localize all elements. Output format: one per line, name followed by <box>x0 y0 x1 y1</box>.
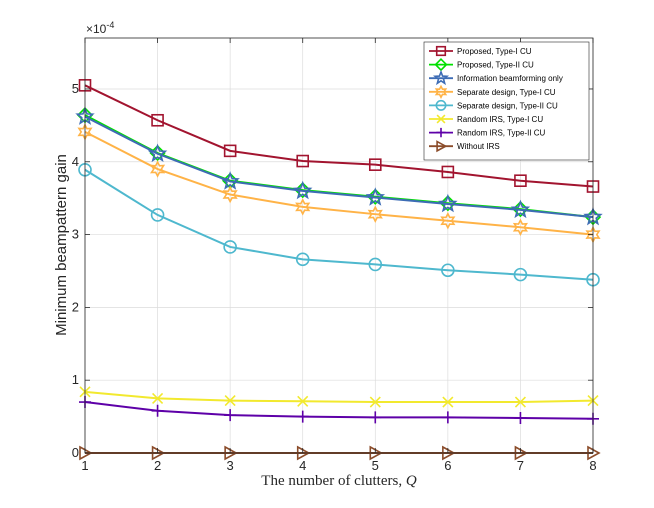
x-tick-label: 4 <box>299 458 306 473</box>
x-tick-label: 6 <box>444 458 451 473</box>
legend-marker <box>436 140 448 153</box>
data-point <box>368 257 383 272</box>
data-point <box>151 113 164 127</box>
legend-marker <box>436 114 446 124</box>
y-exponent: ×10-4 <box>86 20 114 36</box>
x-tick-label: 7 <box>517 458 524 473</box>
series-4 <box>77 123 601 244</box>
data-point <box>512 218 529 237</box>
data-point <box>149 160 166 178</box>
series-1 <box>78 79 600 193</box>
x-axis-label-symbol: Q <box>406 473 417 489</box>
data-point <box>296 154 310 168</box>
data-point <box>510 199 531 219</box>
data-point <box>367 205 383 223</box>
data-point <box>150 208 165 222</box>
legend: Proposed, Type-I CU Proposed, Type-II CU I… <box>423 41 590 161</box>
y-tick-label: 3 <box>72 227 79 242</box>
data-point <box>514 412 527 425</box>
data-point <box>369 396 381 408</box>
y-tick-label: 2 <box>72 299 79 314</box>
data-point <box>224 395 236 407</box>
data-point <box>369 411 382 424</box>
data-point <box>513 267 528 282</box>
x-tick-label: 8 <box>589 458 596 473</box>
y-tick-label: 5 <box>72 81 79 96</box>
data-point <box>223 144 237 158</box>
data-point <box>442 396 454 408</box>
legend-marker <box>435 45 447 57</box>
series-6 <box>79 386 599 408</box>
data-point <box>223 240 237 254</box>
data-point <box>152 392 164 404</box>
data-point <box>297 395 309 407</box>
plot-frame <box>84 37 594 454</box>
series-5 <box>78 162 600 287</box>
x-tick-label: 1 <box>81 458 88 473</box>
legend-marker <box>434 84 448 100</box>
legend-entry: Without IRS <box>429 140 500 153</box>
series-3 <box>75 106 603 226</box>
legend-label: Proposed, Type-II CU <box>457 61 534 70</box>
legend-entry: Separate design, Type-I CU <box>429 84 556 100</box>
y-axis-label: Minimum beampattern gain <box>53 154 70 336</box>
series-line <box>84 401 594 420</box>
legend-marker <box>435 99 447 111</box>
data-point <box>296 410 309 423</box>
legend-label: Random IRS, Type-I CU <box>457 115 543 124</box>
data-point <box>222 185 238 204</box>
legend-box <box>423 41 590 161</box>
data-point <box>368 158 382 171</box>
x-tick-label: 2 <box>154 458 161 473</box>
series-line <box>84 131 594 236</box>
legend-marker <box>436 127 446 138</box>
data-point <box>440 211 456 230</box>
x-tick-label: 5 <box>372 458 379 473</box>
legend-entry: Random IRS, Type-II CU <box>429 127 546 138</box>
data-point <box>295 252 310 267</box>
legend-entry: Information beamforming only <box>429 69 563 86</box>
y-tick-label: 0 <box>72 445 79 460</box>
data-point <box>441 165 455 179</box>
legend-entry: Random IRS, Type-I CU <box>429 114 543 124</box>
data-point <box>224 409 237 422</box>
legend-label: Separate design, Type-II CU <box>457 101 558 110</box>
legend-entry: Separate design, Type-II CU <box>429 99 558 111</box>
legend-label: Information beamforming only <box>457 74 563 83</box>
data-point <box>441 263 455 278</box>
series-line <box>84 115 594 219</box>
data-point <box>79 445 93 461</box>
data-point <box>295 198 311 216</box>
legend-label: Proposed, Type-I CU <box>457 47 532 56</box>
series-layer <box>75 79 603 461</box>
data-point <box>151 404 164 417</box>
y-tick-label: 4 <box>72 154 79 169</box>
data-point <box>438 193 458 213</box>
data-point <box>514 174 527 188</box>
series-line <box>84 168 594 281</box>
data-point <box>441 411 454 424</box>
data-point <box>514 396 526 408</box>
legend-label: Random IRS, Type-II CU <box>457 129 546 138</box>
data-point <box>147 143 168 163</box>
x-axis-label: The number of clutters, Q <box>261 473 417 489</box>
x-axis-label-prefix: The number of clutters, <box>261 473 406 489</box>
data-point <box>365 187 386 206</box>
legend-label: Separate design, Type-I CU <box>457 88 556 97</box>
y-tick-label: 1 <box>72 372 79 387</box>
legend-label: Without IRS <box>457 142 500 151</box>
data-point <box>220 171 240 190</box>
series-line <box>84 390 594 404</box>
data-point <box>292 180 313 200</box>
legend-entry: Proposed, Type-I CU <box>429 45 532 57</box>
series-line <box>84 84 594 188</box>
legend-marker <box>432 69 450 86</box>
x-tick-label: 3 <box>227 458 234 473</box>
